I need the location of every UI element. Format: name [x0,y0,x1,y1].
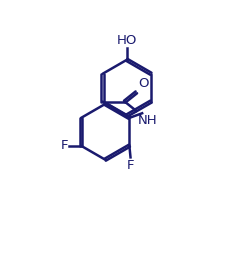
Text: F: F [61,139,68,152]
Text: HO: HO [117,34,137,47]
Text: F: F [127,159,134,172]
Text: O: O [138,77,149,90]
Text: NH: NH [137,114,157,127]
